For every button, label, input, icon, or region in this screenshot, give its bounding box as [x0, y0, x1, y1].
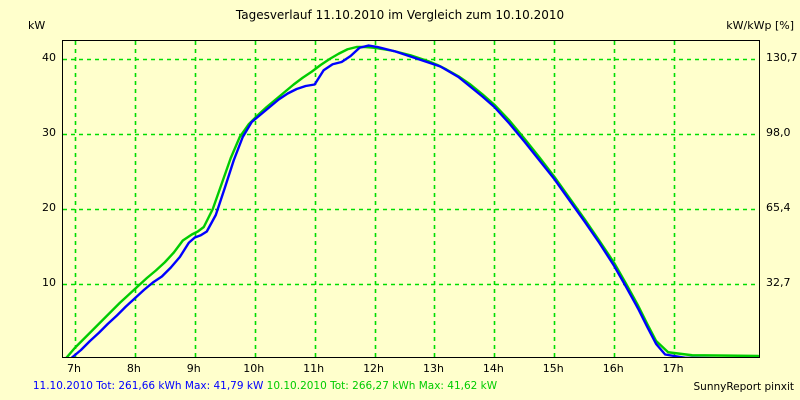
x-axis-tick-label: 17h [662, 362, 684, 375]
series-line [65, 45, 759, 357]
x-axis-tick-label: 16h [602, 362, 624, 375]
legend-item-day2: 10.10.2010 Tot: 266,27 kWh Max: 41,62 kW [266, 380, 498, 392]
series-line [70, 44, 718, 357]
y-axis-right-tick-label: 98,0 [766, 126, 791, 140]
x-axis-tick-label: 15h [542, 362, 564, 375]
x-axis-tick-label: 7h [66, 362, 81, 375]
brand-label: SunnyReport pinxit [693, 381, 794, 393]
y-axis-left-tick-label: 10 [42, 276, 56, 289]
x-axis-tick-label: 10h [243, 362, 265, 375]
x-axis-tick-label: 11h [303, 362, 325, 375]
plot-area [62, 40, 760, 358]
y-axis-right-tick-label: 65,4 [766, 200, 791, 214]
chart-footer: 11.10.2010 Tot: 261,66 kWh Max: 41,79 kW… [0, 380, 800, 396]
y-axis-right-tick-label: 32,7 [766, 275, 791, 289]
y-axis-left-unit-label: kW [28, 19, 46, 32]
y-axis-right-unit-label: kW/kWp [%] [726, 19, 794, 32]
plot-svg [63, 41, 759, 357]
x-axis-tick-label: 14h [482, 362, 504, 375]
x-axis-tick-label: 8h [126, 362, 141, 375]
x-axis-tick-label: 13h [422, 362, 444, 375]
y-axis-right-tick-label: 130,7 [766, 51, 798, 65]
y-axis-left-tick-label: 20 [42, 201, 56, 214]
page-title: Tagesverlauf 11.10.2010 im Vergleich zum… [235, 8, 565, 22]
y-axis-left-tick-label: 40 [42, 51, 56, 64]
y-axis-left-tick-label: 30 [42, 126, 56, 139]
legend-item-day1: 11.10.2010 Tot: 261,66 kWh Max: 41,79 kW [32, 380, 264, 392]
x-axis-tick-label: 12h [363, 362, 385, 375]
x-axis-tick-label: 9h [186, 362, 201, 375]
legend: 11.10.2010 Tot: 261,66 kWh Max: 41,79 kW… [0, 380, 530, 392]
